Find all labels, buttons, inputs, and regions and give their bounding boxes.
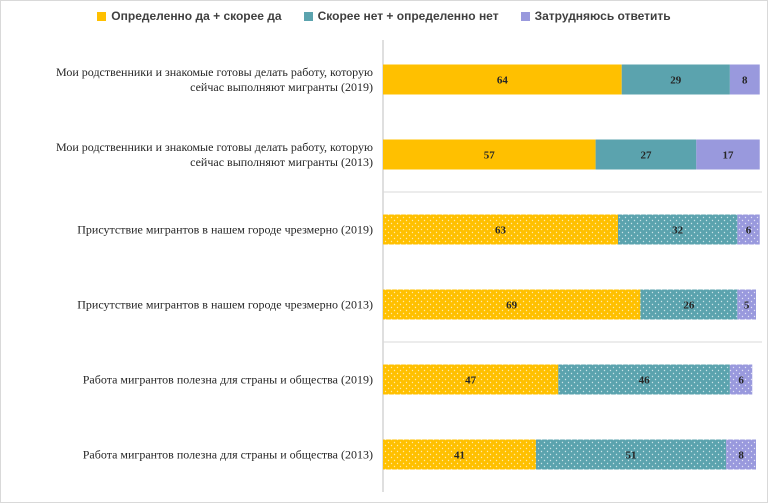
category-label: Присутствие мигрантов в нашем городе чре… (77, 298, 373, 312)
data-label-unsure: 6 (746, 225, 752, 237)
bar-segment-no (621, 64, 730, 95)
bar-segment-no (617, 214, 738, 245)
data-label-unsure: 6 (738, 375, 744, 387)
bar-segment-no (558, 364, 730, 395)
bar-segment-unsure (737, 214, 760, 245)
legend: Определенно да + скорее да Скорее нет + … (0, 9, 768, 23)
data-label-unsure: 8 (738, 450, 744, 462)
data-label-no: 32 (672, 225, 684, 237)
legend-item-no: Скорее нет + определенно нет (303, 9, 499, 23)
bar-segment-unsure (729, 64, 760, 95)
category-label: сейчас выполняют мигранты (2013) (190, 155, 373, 169)
bar-segment-yes (383, 289, 641, 320)
data-label-no: 29 (670, 75, 682, 87)
legend-label-yes: Определенно да + скорее да (111, 9, 282, 23)
bar-segment-unsure (729, 364, 753, 395)
bar-segment-no (595, 139, 697, 170)
legend-item-yes: Определенно да + скорее да (97, 9, 282, 23)
legend-swatch-no (303, 11, 313, 21)
data-label-yes: 47 (465, 375, 477, 387)
data-label-yes: 69 (506, 300, 518, 312)
bar-segment-yes (383, 139, 596, 170)
category-label: Мои родственники и знакомые готовы делат… (56, 140, 373, 154)
data-label-no: 26 (683, 300, 695, 312)
data-label-yes: 64 (497, 75, 509, 87)
data-label-unsure: 8 (742, 75, 748, 87)
category-label: Присутствие мигрантов в нашем городе чре… (77, 223, 373, 237)
category-label: Мои родственники и знакомые готовы делат… (56, 65, 373, 79)
bar-segment-no (535, 439, 727, 470)
bar-segment-unsure (726, 439, 756, 470)
data-label-yes: 57 (484, 150, 496, 162)
data-label-yes: 63 (495, 225, 507, 237)
bar-segment-yes (383, 364, 559, 395)
bar-segment-yes (383, 439, 536, 470)
legend-swatch-yes (97, 11, 107, 21)
bar-segment-yes (383, 64, 622, 95)
category-label: Работа мигрантов полезна для страны и об… (83, 373, 373, 387)
data-label-unsure: 17 (723, 150, 735, 162)
bar-segment-yes (383, 214, 618, 245)
legend-swatch-unsure (520, 11, 530, 21)
legend-label-no: Скорее нет + определенно нет (317, 9, 499, 23)
legend-item-unsure: Затрудняюсь ответить (520, 9, 671, 23)
legend-label-unsure: Затрудняюсь ответить (534, 9, 671, 23)
bar-segment-no (640, 289, 738, 320)
bar-segment-unsure (737, 289, 756, 320)
category-label: сейчас выполняют мигранты (2019) (190, 80, 373, 94)
data-label-no: 27 (640, 150, 652, 162)
bar-segment-unsure (696, 139, 760, 170)
data-label-unsure: 5 (744, 300, 750, 312)
data-label-no: 51 (626, 450, 637, 462)
category-label: Работа мигрантов полезна для страны и об… (83, 448, 373, 462)
data-label-yes: 41 (454, 450, 465, 462)
data-label-no: 46 (639, 375, 651, 387)
